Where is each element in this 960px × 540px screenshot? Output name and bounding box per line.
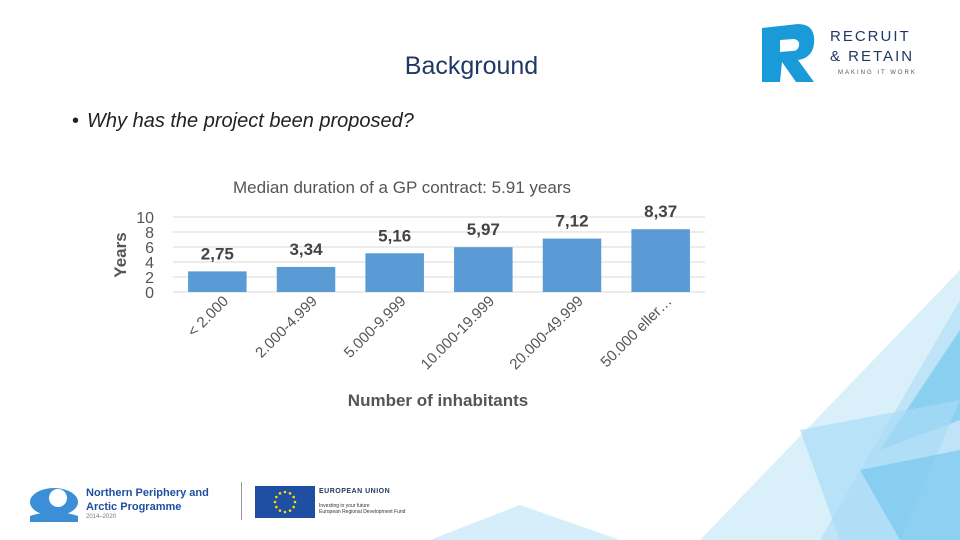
npa-bird-icon bbox=[30, 488, 78, 522]
bar bbox=[631, 229, 690, 292]
x-tick-label: < 2.000 bbox=[184, 293, 232, 341]
y-tick-label: 10 bbox=[136, 210, 154, 227]
logo-tagline: MAKING IT WORK bbox=[838, 70, 917, 76]
eu-star-icon bbox=[275, 495, 278, 499]
y-tick-label: 0 bbox=[145, 285, 154, 302]
logo-text-retain: & RETAIN bbox=[830, 48, 915, 65]
eu-star-icon bbox=[292, 495, 295, 499]
bar bbox=[365, 253, 424, 292]
eu-star-icon bbox=[293, 500, 297, 504]
bar bbox=[542, 238, 602, 292]
npa-years: 2014–2020 bbox=[86, 514, 117, 520]
npa-logo: Northern Periphery and Arctic Programme … bbox=[28, 482, 248, 526]
y-tick-label: 6 bbox=[145, 240, 154, 257]
eu-star-icon bbox=[288, 509, 292, 512]
chart-gridlines bbox=[173, 216, 705, 293]
x-tick-label: 20.000-49.999 bbox=[506, 293, 586, 373]
eu-logo: EUROPEAN UNION Investing in your future … bbox=[255, 486, 455, 520]
eu-subtitle-line1: Investing in your future bbox=[319, 503, 370, 509]
y-tick-label: 2 bbox=[145, 270, 154, 287]
bar-data-label: 8,37 bbox=[644, 202, 677, 221]
bar-data-label: 5,16 bbox=[378, 226, 411, 245]
footer-divider bbox=[241, 482, 242, 520]
eu-star-icon bbox=[275, 505, 278, 509]
bar bbox=[276, 266, 336, 292]
eu-star-icon bbox=[278, 509, 282, 512]
chart-title: Median duration of a GP contract: 5.91 y… bbox=[233, 178, 571, 197]
bar bbox=[454, 247, 513, 292]
y-tick-label: 4 bbox=[145, 255, 154, 272]
chart-bars: 2,75 3,34 5,16 5,97 7,12 8,37 bbox=[188, 202, 690, 292]
bar-chart: Median duration of a GP contract: 5.91 y… bbox=[111, 178, 705, 410]
x-tick-label: 5.000-9.999 bbox=[341, 293, 410, 362]
bar-data-label: 5,97 bbox=[467, 220, 500, 239]
eu-star-icon bbox=[273, 500, 277, 504]
bar bbox=[188, 271, 247, 292]
x-axis-ticks: < 2.000 2.000-4.999 5.000-9.999 10.000-19.9… bbox=[184, 293, 675, 373]
npa-name-line2: Arctic Programme bbox=[86, 501, 182, 513]
y-axis-label: Years bbox=[111, 232, 130, 277]
slide-title: Background bbox=[404, 52, 539, 80]
bar-data-label: 7,12 bbox=[555, 212, 588, 231]
bullet-point: • Why has the project been proposed? bbox=[72, 110, 414, 133]
eu-star-icon bbox=[278, 492, 282, 495]
x-axis-label: Number of inhabitants bbox=[348, 391, 528, 410]
eu-stars-icon bbox=[273, 490, 297, 514]
y-tick-label: 8 bbox=[145, 225, 154, 242]
logo-text-recruit: RECRUIT bbox=[830, 28, 911, 45]
eu-title: EUROPEAN UNION bbox=[319, 488, 391, 495]
bar-data-label: 2,75 bbox=[201, 244, 234, 263]
x-tick-label: 10.000-19.999 bbox=[418, 293, 498, 373]
bar-data-label: 3,34 bbox=[289, 240, 323, 259]
bullet-marker: • bbox=[72, 110, 80, 132]
npa-name-line1: Northern Periphery and bbox=[86, 487, 209, 499]
x-tick-label: 50.000 eller… bbox=[597, 293, 675, 371]
bullet-text: Why has the project been proposed? bbox=[87, 110, 414, 132]
eu-subtitle-line2: European Regional Development Fund bbox=[319, 509, 406, 515]
eu-star-icon bbox=[288, 492, 292, 495]
npa-name: Northern Periphery and Arctic Programme bbox=[86, 486, 209, 514]
eu-flag-icon bbox=[255, 486, 315, 518]
eu-star-icon bbox=[292, 505, 295, 509]
x-tick-label: 2.000-4.999 bbox=[252, 293, 321, 362]
eu-star-icon bbox=[283, 490, 287, 494]
eu-subtitle: Investing in your future European Region… bbox=[319, 503, 405, 515]
recruit-retain-logo: RECRUIT & RETAIN MAKING IT WORK bbox=[758, 22, 938, 86]
eu-star-icon bbox=[283, 510, 287, 514]
r-logo-icon bbox=[762, 24, 815, 82]
